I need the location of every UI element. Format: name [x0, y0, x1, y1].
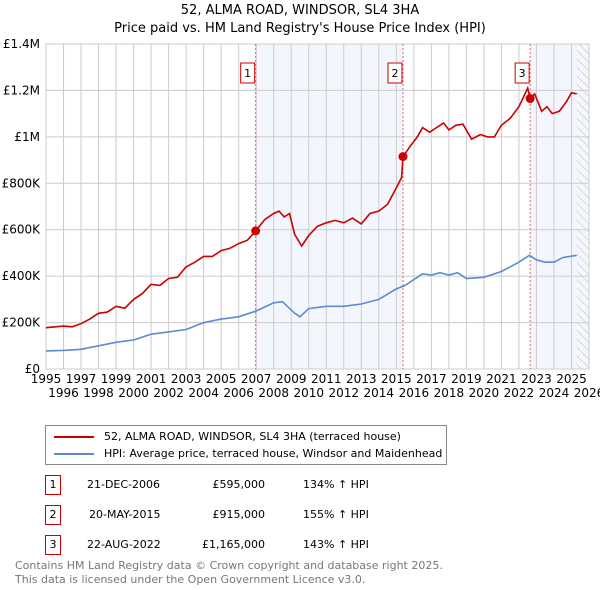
x-tick-label: 2004: [188, 386, 219, 400]
sale-hpi: 143% ↑ HPI: [303, 538, 369, 551]
sale-point: [525, 94, 535, 104]
x-tick-label: 2025: [556, 372, 587, 386]
legend-label-hpi: HPI: Average price, terraced house, Wind…: [104, 447, 443, 460]
x-tick-label: 2002: [153, 386, 184, 400]
legend-blue-line: [54, 452, 94, 455]
property-price-line: [45, 85, 577, 329]
sale-price: £1,165,000: [202, 538, 265, 551]
sale-hpi: 155% ↑ HPI: [303, 508, 369, 521]
x-tick-label: 2011: [311, 372, 342, 386]
sale-date: 21-DEC-2006: [87, 478, 161, 491]
y-tick-label: £200K: [2, 316, 42, 330]
x-tick-label: 2013: [346, 372, 377, 386]
x-tick-label: 2012: [329, 386, 360, 400]
x-tick-label: 2010: [293, 386, 324, 400]
hpi-line: [45, 254, 577, 352]
y-tick-label: £1.2M: [3, 83, 40, 97]
sale-label: 1: [244, 67, 251, 80]
legend-label-property: 52, ALMA ROAD, WINDSOR, SL4 3HA (terrace…: [104, 430, 401, 443]
sale-marker: 3: [45, 535, 61, 555]
x-tick-label: 2019: [451, 372, 482, 386]
sale-point: [398, 152, 408, 162]
sale-price: £915,000: [212, 508, 266, 521]
sale-label-box: [387, 62, 403, 84]
x-tick-label: 2021: [486, 372, 517, 386]
x-tick-label: 1995: [31, 372, 62, 386]
footer-copyright: Contains HM Land Registry data © Crown c…: [15, 559, 443, 572]
x-tick-label: 2009: [276, 372, 307, 386]
chart-title: 52, ALMA ROAD, WINDSOR, SL4 3HA: [180, 3, 420, 18]
x-tick-label: 2001: [136, 372, 167, 386]
x-tick-label: 2022: [504, 386, 535, 400]
plot-border: [45, 43, 590, 370]
x-tick-label: 2026: [574, 386, 600, 400]
x-tick-label: 2005: [206, 372, 237, 386]
sale-marker: 2: [45, 505, 61, 525]
x-tick-label: 1997: [66, 372, 97, 386]
sale-price: £595,000: [212, 478, 266, 491]
shaded-period: [255, 44, 403, 369]
sale-label: 3: [519, 67, 526, 80]
x-tick-label: 1998: [83, 386, 114, 400]
sale-label: 2: [391, 67, 398, 80]
y-tick-label: £1.4M: [3, 37, 40, 51]
legend-red-line: [54, 435, 94, 438]
sale-date: 20-MAY-2015: [89, 508, 161, 521]
sale-hpi: 134% ↑ HPI: [303, 478, 369, 491]
plot-area: 1995199619971998199920002001200220032004…: [2, 37, 600, 400]
x-tick-label: 2003: [171, 372, 202, 386]
chart-subtitle: Price paid vs. HM Land Registry's House …: [114, 21, 486, 36]
y-tick-label: £800K: [2, 176, 42, 190]
x-tick-label: 2016: [399, 386, 430, 400]
y-tick-label: £600K: [2, 223, 42, 237]
sale-point: [251, 226, 261, 236]
x-tick-label: 2017: [416, 372, 447, 386]
x-tick-label: 2023: [521, 372, 552, 386]
x-tick-label: 2024: [539, 386, 570, 400]
y-tick-label: £1M: [14, 130, 40, 144]
legend: 52, ALMA ROAD, WINDSOR, SL4 3HA (terrace…: [45, 425, 447, 465]
sale-marker: 1: [45, 475, 61, 495]
future-hatch: [576, 44, 589, 369]
x-tick-label: 2014: [364, 386, 395, 400]
x-tick-label: 2006: [223, 386, 254, 400]
x-tick-label: 1996: [48, 386, 79, 400]
y-tick-label: £0: [25, 362, 40, 376]
sale-label-box: [514, 62, 530, 84]
footer-licence: This data is licensed under the Open Gov…: [15, 573, 366, 586]
x-tick-label: 2020: [469, 386, 500, 400]
x-tick-label: 2015: [381, 372, 412, 386]
y-tick-label: £400K: [2, 269, 42, 283]
x-tick-label: 2007: [241, 372, 272, 386]
x-tick-label: 2018: [434, 386, 465, 400]
sale-label-box: [240, 62, 256, 84]
x-tick-label: 2000: [118, 386, 149, 400]
sale-date: 22-AUG-2022: [87, 538, 161, 551]
x-tick-label: 1999: [101, 372, 132, 386]
x-tick-label: 2008: [258, 386, 289, 400]
